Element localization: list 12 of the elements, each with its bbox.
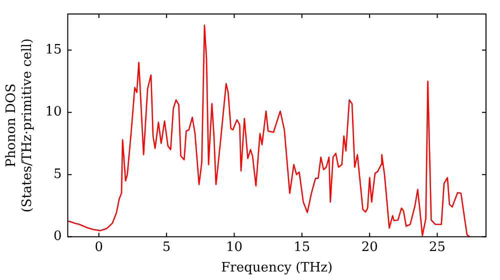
y-tick-label: 0 [53,229,62,244]
x-tick-label: 5 [162,240,171,255]
x-tick-label: 0 [94,240,104,255]
y-tick-label: 15 [45,42,62,58]
x-tick-label: 10 [226,240,243,255]
y-tick-label: 5 [53,166,62,182]
x-axis-title: Frequency (THz) [221,260,333,276]
y-tick-label: 10 [45,104,62,120]
y-axis-title: Phonon DOS (States/THz·primitive cell) [4,38,35,212]
x-tick-label: 15 [294,240,310,255]
x-tick-label: 20 [361,240,378,255]
x-tick-label: 25 [428,240,446,255]
